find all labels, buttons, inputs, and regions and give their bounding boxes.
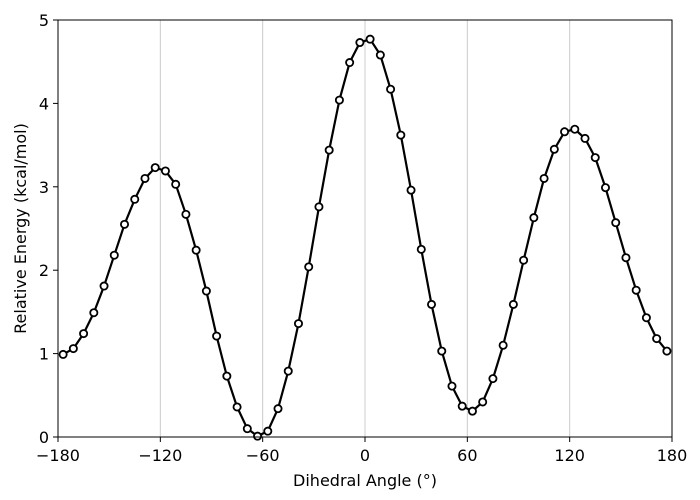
data-point [416, 244, 426, 254]
data-point [120, 219, 130, 229]
data-point [519, 255, 529, 265]
x-tick-label: 0 [360, 446, 370, 465]
x-axis-ticks: −180 −120 −60 0 60 120 180 [36, 437, 687, 465]
x-tick-label: 120 [554, 446, 585, 465]
y-axis-ticks: 0 1 2 3 4 5 [39, 11, 58, 447]
data-point [488, 374, 498, 384]
data-point [427, 299, 437, 309]
data-point [611, 218, 621, 228]
grid-lines [159, 20, 571, 437]
data-point [580, 133, 590, 143]
y-tick-label: 3 [39, 178, 49, 197]
data-point [539, 173, 549, 183]
data-point [150, 163, 160, 173]
data-point [253, 431, 263, 441]
data-point [549, 144, 559, 154]
x-tick-label: −120 [138, 446, 182, 465]
data-point [314, 202, 324, 212]
data-point [478, 397, 488, 407]
data-point [58, 349, 68, 359]
data-point [130, 194, 140, 204]
x-tick-label: 60 [457, 446, 477, 465]
y-axis-label: Relative Energy (kcal/mol) [11, 123, 30, 334]
data-point [457, 401, 467, 411]
data-point [201, 286, 211, 296]
data-point [345, 58, 355, 68]
data-point [406, 185, 416, 195]
data-point [212, 331, 222, 341]
data-point [171, 179, 181, 189]
data-point [293, 319, 303, 329]
data-point [662, 346, 672, 356]
y-tick-label: 5 [39, 11, 49, 30]
data-point [590, 153, 600, 163]
data-point [283, 366, 293, 376]
x-tick-label: −60 [246, 446, 280, 465]
data-point [529, 213, 539, 223]
x-tick-label: 180 [657, 446, 688, 465]
data-point [355, 38, 365, 48]
y-tick-label: 1 [39, 345, 49, 364]
data-point [79, 329, 89, 339]
y-tick-label: 4 [39, 94, 49, 113]
data-point [99, 281, 109, 291]
data-point [447, 381, 457, 391]
data-point [652, 334, 662, 344]
data-point [631, 285, 641, 295]
y-tick-label: 0 [39, 428, 49, 447]
x-axis-label: Dihedral Angle (°) [293, 471, 437, 490]
data-point [181, 209, 191, 219]
data-point [467, 406, 477, 416]
data-point [396, 130, 406, 140]
data-point [232, 402, 242, 412]
x-tick-label: −180 [36, 446, 80, 465]
data-point [386, 84, 396, 94]
data-points [58, 34, 672, 441]
data-point [324, 145, 334, 155]
data-point [641, 313, 651, 323]
data-point [498, 340, 508, 350]
data-point [89, 308, 99, 318]
data-point [222, 371, 232, 381]
data-point [437, 346, 447, 356]
data-point [140, 173, 150, 183]
data-point [621, 253, 631, 263]
data-point [68, 344, 78, 354]
data-point [560, 127, 570, 137]
y-tick-label: 2 [39, 261, 49, 280]
data-point [160, 166, 170, 176]
data-point [273, 404, 283, 414]
data-point [242, 424, 252, 434]
data-point [375, 50, 385, 60]
data-point [600, 183, 610, 193]
data-point [570, 124, 580, 134]
data-point [263, 426, 273, 436]
data-point [334, 95, 344, 105]
data-point [304, 262, 314, 272]
data-point [365, 34, 375, 44]
data-point [109, 250, 119, 260]
data-point [191, 245, 201, 255]
data-point [508, 299, 518, 309]
